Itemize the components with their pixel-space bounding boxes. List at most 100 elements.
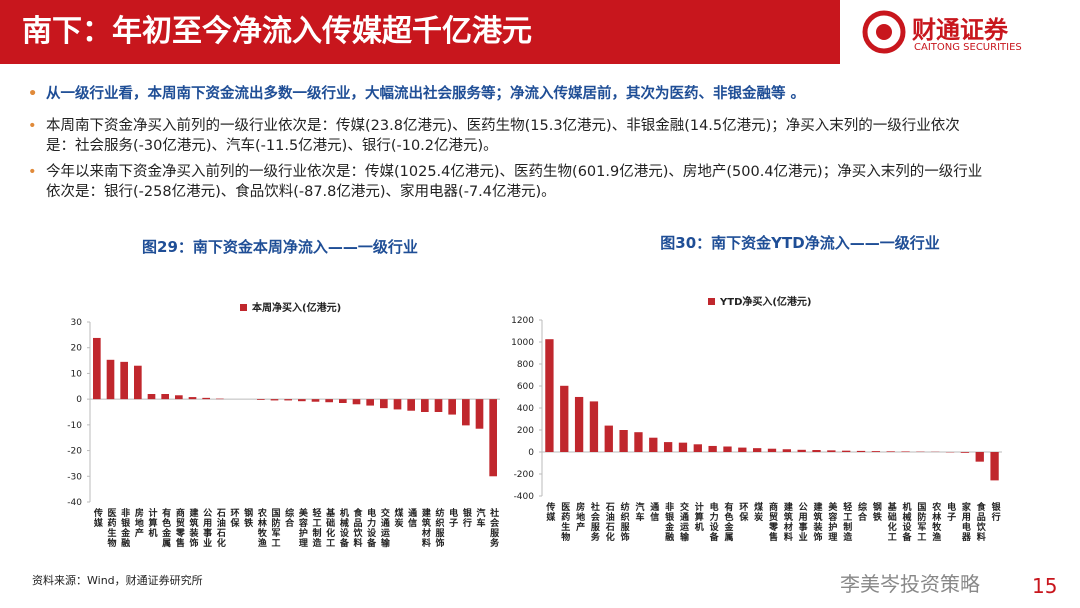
bar [738, 447, 747, 452]
x-tick-label: 社会服务 [589, 501, 601, 542]
bar [886, 451, 895, 452]
bar [960, 452, 970, 453]
bar [270, 399, 279, 401]
x-tick-label: 机械设备 [338, 507, 350, 548]
x-tick-label: 环保 [229, 508, 241, 528]
y-tick-label: 400 [517, 404, 534, 414]
bar [856, 450, 866, 452]
bar [693, 444, 702, 452]
bar [298, 399, 306, 402]
x-tick-label: 纺织服饰 [619, 501, 631, 542]
x-tick-label: 建筑材料 [420, 507, 432, 548]
x-tick-label: 建筑装饰 [188, 507, 200, 548]
bar [678, 442, 688, 452]
x-tick-label: 电子 [945, 501, 956, 522]
x-tick-label: 国防军工 [915, 502, 926, 542]
bar [990, 452, 999, 481]
x-tick-label: 商贸零售 [174, 507, 186, 548]
bar [366, 399, 374, 406]
bar [325, 399, 333, 403]
x-tick-label: 电子 [447, 507, 458, 528]
bar [663, 442, 673, 452]
bar [767, 448, 777, 452]
x-tick-label: 建筑材料 [782, 501, 794, 542]
page-number: 15 [1032, 574, 1058, 598]
x-tick-label: 石油石化 [215, 508, 227, 548]
bar [448, 399, 456, 415]
bar [975, 452, 984, 462]
logo-icon [862, 10, 906, 54]
x-tick-label: 机械设备 [901, 501, 913, 542]
x-tick-label: 食品饮料 [975, 501, 987, 542]
bar [589, 401, 599, 452]
x-tick-label: 通信 [648, 501, 659, 522]
bar [175, 395, 183, 400]
logo: 财通证券 CAITONG SECURITIES [862, 10, 1062, 58]
x-tick-label: 计算机 [147, 507, 158, 538]
x-tick-label: 钢铁 [242, 507, 253, 528]
x-tick-label: 建筑装饰 [812, 501, 824, 542]
y-tick-label: 0 [528, 448, 534, 458]
bar [161, 394, 169, 400]
y-tick-label: 10 [71, 369, 83, 379]
x-tick-label: 钢铁 [871, 501, 882, 522]
x-tick-label: 非银金融 [663, 501, 675, 542]
y-tick-label: -200 [514, 470, 535, 480]
bullet: 今年以来南下资金净买入前列的一级行业依次是：传媒(1025.4亿港元)、医药生物… [28, 162, 988, 202]
x-tick-label: 社会服务 [488, 507, 500, 548]
bar [708, 445, 717, 452]
bar [134, 365, 142, 400]
x-tick-label: 汽车 [633, 501, 644, 522]
logo-sub: CAITONG SECURITIES [914, 42, 1022, 53]
x-tick-label: 石油石化 [604, 502, 616, 542]
bar [560, 385, 569, 452]
x-tick-label: 农林牧渔 [930, 501, 942, 542]
bar [723, 446, 732, 452]
bar [871, 451, 881, 452]
bar [380, 399, 388, 409]
bar [434, 399, 443, 412]
chart-title: 图29：南下资金本周净流入——一级行业 [142, 238, 418, 256]
x-tick-label: 商贸零售 [767, 501, 779, 542]
x-tick-label: 纺织服饰 [434, 507, 446, 548]
x-tick-label: 农林牧渔 [256, 507, 268, 548]
bar [782, 449, 791, 452]
x-tick-label: 食品饮料 [352, 507, 364, 548]
bar [545, 339, 554, 452]
x-tick-label: 公用事业 [201, 508, 213, 548]
y-tick-label: -10 [67, 421, 82, 431]
y-tick-label: -40 [67, 498, 82, 508]
x-tick-label: 银行 [461, 507, 473, 528]
x-tick-label: 美容护理 [826, 501, 838, 542]
chart-title: 图30：南下资金YTD净流入——一级行业 [660, 234, 939, 252]
bar [393, 399, 402, 410]
bar [339, 399, 347, 403]
x-tick-label: 基础化工 [886, 501, 898, 542]
logo-name: 财通证券 [912, 16, 1008, 44]
x-tick-label: 电力设备 [708, 501, 720, 542]
header-title: 南下：年初至今净流入传媒超千亿港元 [0, 0, 840, 64]
source: 资料来源：Wind，财通证券研究所 [32, 574, 203, 587]
bar [188, 397, 197, 400]
y-tick-label: 0 [76, 395, 82, 405]
bar [649, 437, 658, 452]
bullet: 本周南下资金净买入前列的一级行业依次是：传媒(23.8亿港元)、医药生物(15.… [28, 116, 988, 156]
x-tick-label: 通信 [406, 507, 417, 528]
watermark: 李美岑投资策略 [840, 572, 980, 596]
x-tick-label: 银行 [990, 501, 1002, 522]
y-tick-label: 200 [517, 426, 534, 436]
y-tick-label: -400 [514, 492, 535, 502]
bar [284, 399, 292, 401]
x-tick-label: 有色金属 [160, 507, 172, 548]
x-tick-label: 煤炭 [393, 507, 404, 528]
bar [797, 449, 806, 452]
bar [106, 359, 115, 400]
x-tick-label: 轻工制造 [311, 507, 322, 548]
bar [462, 399, 470, 426]
legend-label: YTD净买入(亿港元) [719, 295, 812, 308]
bar [619, 430, 628, 452]
bar [753, 448, 762, 452]
legend-swatch [240, 304, 247, 311]
bar [827, 450, 836, 452]
